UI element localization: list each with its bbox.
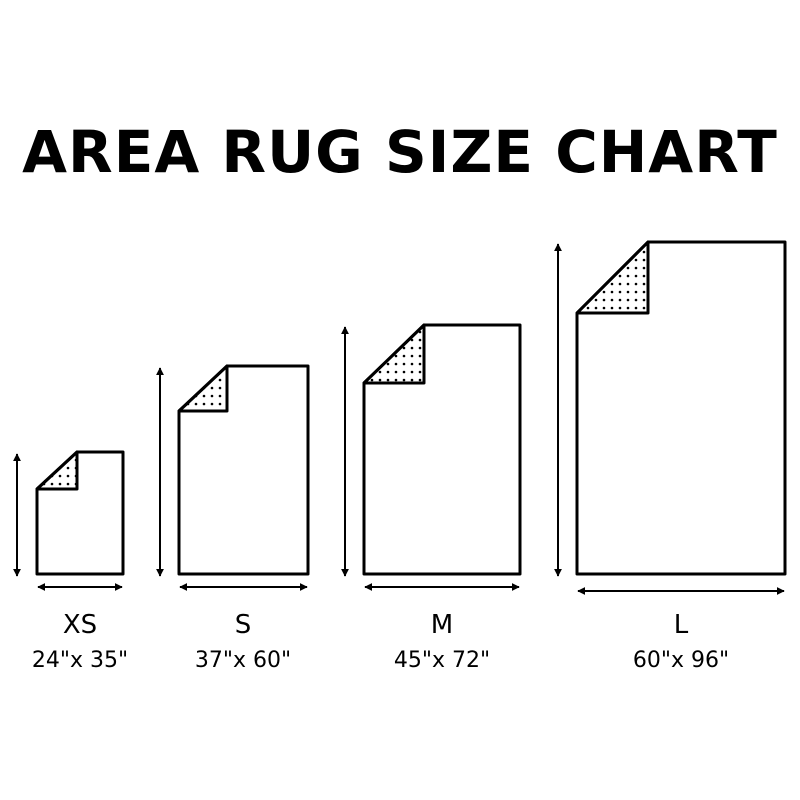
size-label: S <box>234 610 252 640</box>
size-label: L <box>673 610 689 640</box>
rug-fold-corner <box>575 240 650 315</box>
dimensions-label: 24"x 35" <box>31 648 129 673</box>
dimensions-label: 45"x 72" <box>393 648 491 673</box>
size-label: XS <box>62 610 98 640</box>
rug-fold-corner <box>35 450 79 491</box>
size-label: M <box>430 610 454 640</box>
rug-fold-corner <box>362 323 426 385</box>
rug-xs <box>35 450 125 576</box>
chart-title: AREA RUG SIZE CHART <box>22 118 778 186</box>
dimensions-label: 60"x 96" <box>632 648 730 673</box>
rug-fold-corner <box>177 364 229 413</box>
dimensions-label: 37"x 60" <box>194 648 292 673</box>
